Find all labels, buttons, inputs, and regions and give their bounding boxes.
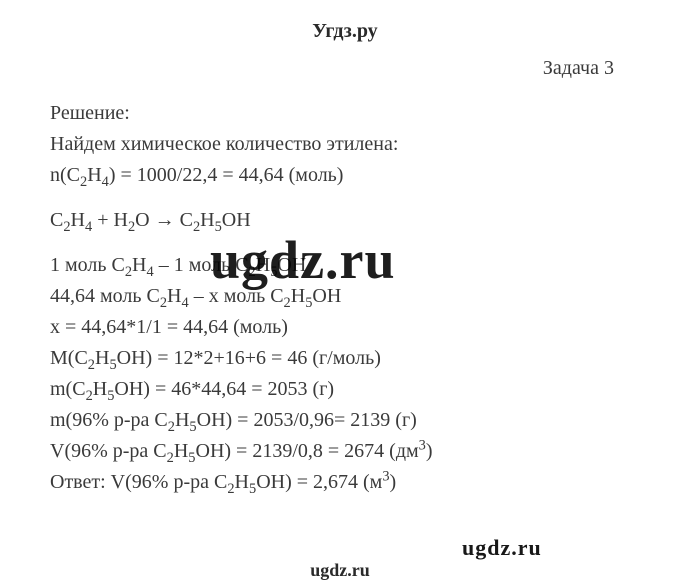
subscript: 4	[182, 295, 189, 311]
subscript: 4	[147, 264, 154, 280]
line-ratio-1: 1 моль C2H4 – 1 моль C2H5OH	[50, 252, 640, 279]
line-find-amount: Найдем химическое количество этилена:	[50, 131, 640, 158]
page-container: Угдз.ру Задача 3 Решение: Найдем химичес…	[0, 0, 680, 588]
text: H	[291, 285, 305, 307]
text: H	[71, 209, 85, 231]
subscript: 2	[160, 295, 167, 311]
subscript: 5	[215, 219, 222, 235]
line-volume-dm3: V(96% р-ра C2H5OH) = 2139/0,8 = 2674 (дм…	[50, 438, 640, 465]
text: C	[50, 209, 63, 231]
text: O → C	[135, 209, 193, 231]
line-x: x = 44,64*1/1 = 44,64 (моль)	[50, 314, 640, 341]
site-header: Угдз.ру	[50, 18, 640, 45]
text: m(96% р-ра C	[50, 409, 168, 431]
subscript: 4	[102, 174, 109, 190]
line-mass-solution: m(96% р-ра C2H5OH) = 2053/0,96= 2139 (г)	[50, 407, 640, 434]
text: H	[167, 285, 181, 307]
text: – x моль C	[189, 285, 284, 307]
subscript: 2	[168, 419, 175, 435]
text: OH) = 2139/0,8 = 2674 (дм	[196, 440, 419, 462]
text: H	[200, 209, 214, 231]
text: )	[426, 440, 433, 462]
text: OH	[277, 254, 306, 276]
subscript: 2	[86, 388, 93, 404]
subscript: 2	[249, 264, 256, 280]
text: H	[256, 254, 270, 276]
subscript: 5	[188, 450, 195, 466]
spacer	[50, 238, 640, 252]
task-title: Задача 3	[50, 55, 614, 82]
subscript: 2	[125, 264, 132, 280]
line-reaction: C2H4 + H2O → C2H5OH	[50, 207, 640, 234]
line-answer: Ответ: V(96% р-ра C2H5OH) = 2,674 (м3)	[50, 469, 640, 496]
text: – 1 моль C	[154, 254, 249, 276]
text: H	[235, 471, 249, 493]
text: 1 моль C	[50, 254, 125, 276]
subscript: 2	[88, 357, 95, 373]
text: OH) = 2,674 (м	[256, 471, 382, 493]
text: V(96% р-ра C	[50, 440, 167, 462]
text: H	[95, 347, 109, 369]
text: H	[87, 164, 101, 186]
line-ratio-2: 44,64 моль C2H4 – x моль C2H5OH	[50, 283, 640, 310]
text: Ответ: V(96% р-ра C	[50, 471, 227, 493]
line-mass: m(C2H5OH) = 46*44,64 = 2053 (г)	[50, 376, 640, 403]
text: ) = 1000/22,4 = 44,64 (моль)	[109, 164, 344, 186]
solution-label: Решение:	[50, 100, 640, 127]
superscript: 3	[382, 468, 389, 484]
subscript: 2	[63, 219, 70, 235]
site-footer: ugdz.ru	[0, 558, 680, 582]
subscript: 2	[167, 450, 174, 466]
text: M(C	[50, 347, 88, 369]
text: m(C	[50, 378, 86, 400]
subscript: 5	[189, 419, 196, 435]
text: OH) = 2053/0,96= 2139 (г)	[197, 409, 417, 431]
text: H	[132, 254, 146, 276]
text: n(C	[50, 164, 80, 186]
text: 44,64 моль C	[50, 285, 160, 307]
text: OH	[312, 285, 341, 307]
text: H	[175, 409, 189, 431]
text: H	[174, 440, 188, 462]
text: )	[390, 471, 397, 493]
superscript: 3	[419, 437, 426, 453]
subscript: 5	[109, 357, 116, 373]
text: + H	[92, 209, 128, 231]
subscript: 2	[284, 295, 291, 311]
subscript: 2	[227, 481, 234, 497]
text: OH) = 12*2+16+6 = 46 (г/моль)	[117, 347, 381, 369]
text: H	[93, 378, 107, 400]
line-n-c2h4: n(C2H4) = 1000/22,4 = 44,64 (моль)	[50, 162, 640, 189]
text: OH	[222, 209, 251, 231]
text: OH) = 46*44,64 = 2053 (г)	[114, 378, 334, 400]
line-molar-mass: M(C2H5OH) = 12*2+16+6 = 46 (г/моль)	[50, 345, 640, 372]
spacer	[50, 193, 640, 207]
